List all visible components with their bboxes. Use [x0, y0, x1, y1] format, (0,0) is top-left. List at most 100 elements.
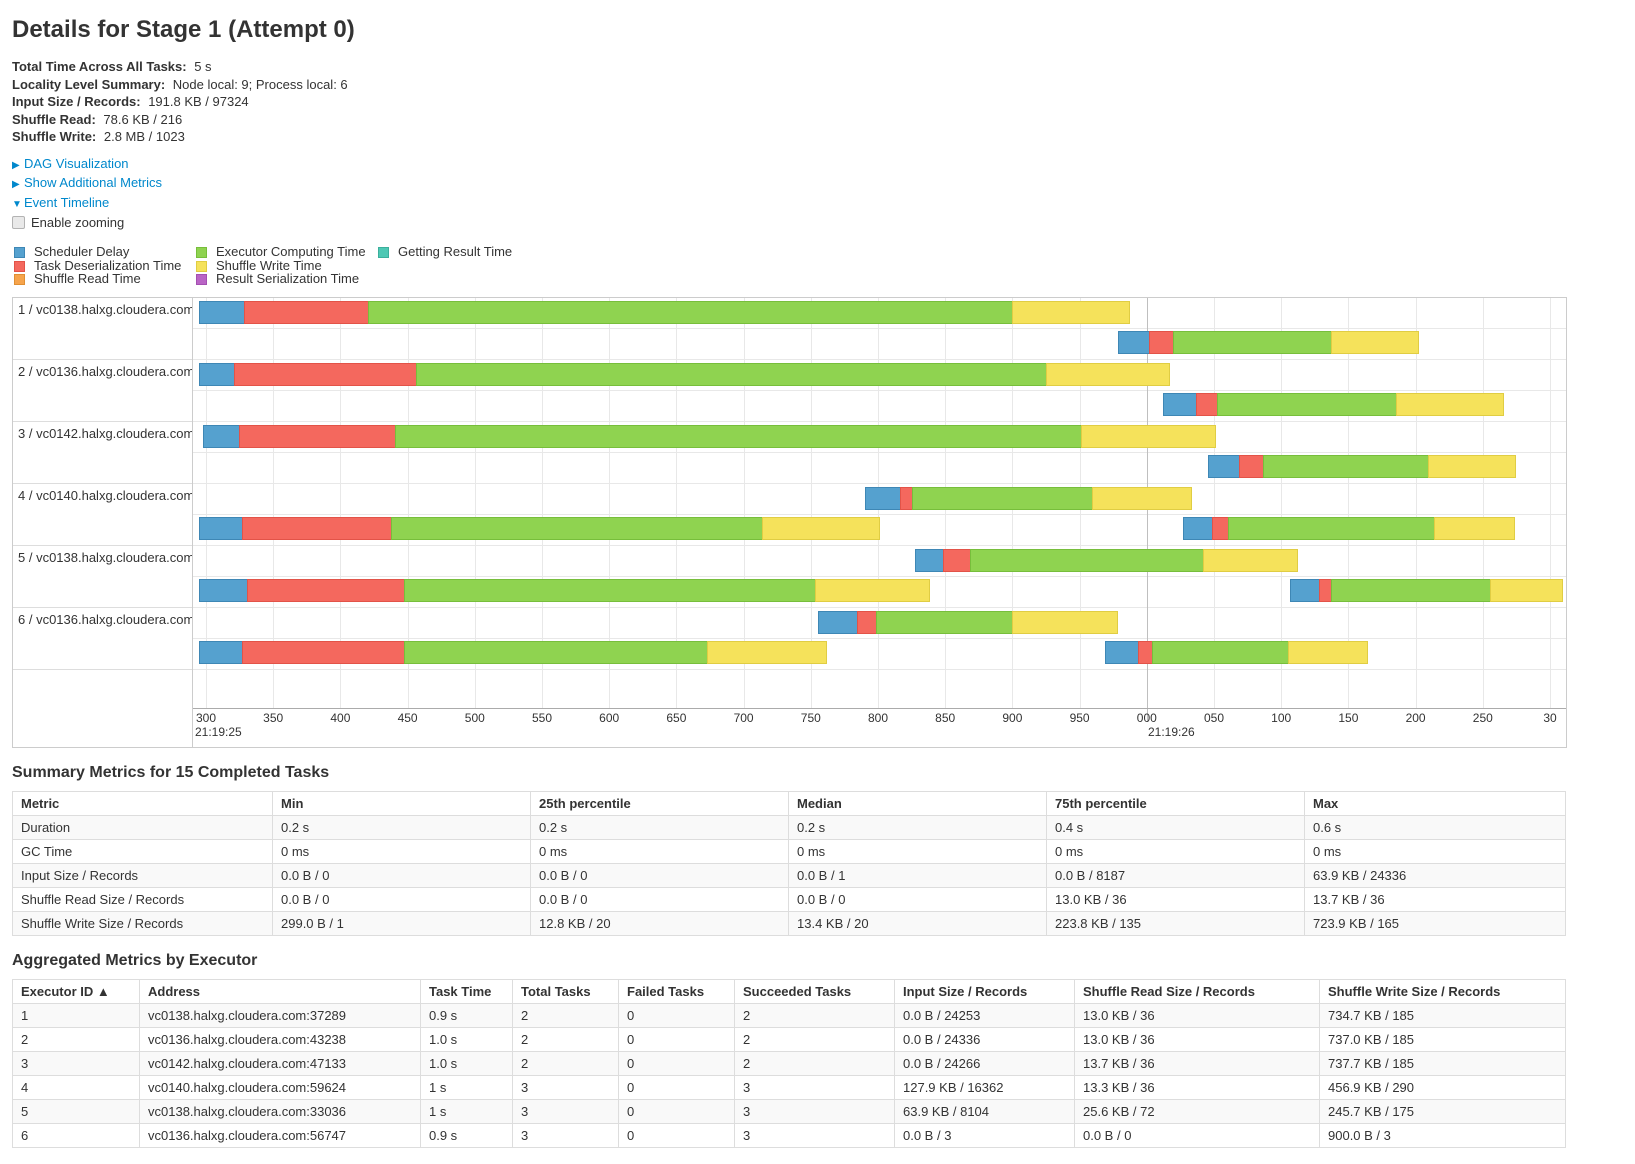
- column-header[interactable]: Address: [139, 979, 421, 1004]
- toggle-label: DAG Visualization: [24, 155, 129, 171]
- task-segment-scheduler_delay: [1118, 331, 1150, 354]
- task-segment-executor_computing: [1228, 517, 1435, 540]
- axis-gridline: [1214, 298, 1215, 708]
- legend-label: Shuffle Write Time: [216, 257, 322, 273]
- column-header[interactable]: Shuffle Read Size / Records: [1074, 979, 1320, 1004]
- table-cell: 0.0 B / 24253: [894, 1003, 1075, 1028]
- enable-zooming-row: Enable zooming: [12, 215, 1565, 231]
- task-segment-task_deserialization: [1196, 393, 1218, 416]
- task-segment-scheduler_delay: [1183, 517, 1213, 540]
- toggle-show-additional-metrics[interactable]: ▶ Show Additional Metrics: [12, 174, 1565, 194]
- table-head: Executor ID ▲ Address Task Time Total Tasks…: [12, 979, 1566, 1004]
- table-header-row: Metric Min 25th percentile Median 75th perce…: [12, 791, 1566, 816]
- task-segment-shuffle_write: [1434, 517, 1515, 540]
- column-header[interactable]: Shuffle Write Size / Records: [1319, 979, 1566, 1004]
- column-header[interactable]: 25th percentile: [530, 791, 789, 816]
- task-segment-task_deserialization: [247, 579, 405, 602]
- axis-gridline: [609, 298, 611, 708]
- table-cell: 223.8 KB / 135: [1046, 911, 1305, 936]
- table-row: Duration 0.2 s 0.2 s 0.2 s 0.4 s 0.6 s: [12, 815, 1566, 840]
- column-header[interactable]: Metric: [12, 791, 273, 816]
- table-cell: 63.9 KB / 24336: [1304, 863, 1566, 888]
- task-segment-scheduler_delay: [915, 549, 944, 572]
- axis-tick-label: 150: [1338, 711, 1359, 725]
- table-cell: 0.0 B / 0: [530, 887, 789, 912]
- summary-field-value: 191.8 KB / 97324: [144, 94, 249, 109]
- table-cell: 3: [734, 1099, 895, 1124]
- table-cell: 0.0 B / 3: [894, 1123, 1075, 1148]
- table-cell: 0: [618, 1051, 735, 1076]
- task-segment-shuffle_write: [1046, 363, 1170, 386]
- column-header[interactable]: Failed Tasks: [618, 979, 735, 1004]
- table-cell: 1 s: [420, 1075, 513, 1100]
- axis-gridline: [474, 298, 476, 708]
- task-segment-scheduler_delay: [1290, 579, 1320, 602]
- task-bar: [1118, 331, 1419, 354]
- legend-label: Scheduler Delay: [34, 244, 130, 259]
- column-header[interactable]: Task Time: [420, 979, 513, 1004]
- axis-tick-label: 750: [800, 711, 821, 725]
- table-cell: 0.9 s: [420, 1003, 513, 1028]
- column-header[interactable]: Max: [1304, 791, 1566, 816]
- task-segment-shuffle_write: [1012, 301, 1130, 324]
- summary-field-label: Shuffle Write:: [12, 129, 97, 144]
- executor-row-label: 5 / vc0138.halxg.cloudera.com: [13, 546, 192, 608]
- executor-row-label: 2 / vc0136.halxg.cloudera.com: [13, 360, 192, 422]
- column-header[interactable]: Median: [788, 791, 1047, 816]
- table-cell: 0: [618, 1027, 735, 1052]
- task-segment-executor_computing: [416, 363, 1047, 386]
- axis-gridline: [1550, 298, 1551, 708]
- executor-row-label: 6 / vc0136.halxg.cloudera.com: [13, 608, 192, 670]
- table-cell: 0 ms: [788, 839, 1047, 864]
- axis-gridline: [810, 298, 812, 708]
- column-header[interactable]: 75th percentile: [1046, 791, 1305, 816]
- task-segment-task_deserialization: [244, 301, 369, 324]
- table-row: 4 vc0140.halxg.cloudera.com:59624 1 s 3 0 3 12…: [12, 1075, 1566, 1100]
- task-segment-executor_computing: [1217, 393, 1397, 416]
- task-bar: [915, 549, 1298, 572]
- column-header[interactable]: Total Tasks: [512, 979, 619, 1004]
- column-header[interactable]: Input Size / Records: [894, 979, 1075, 1004]
- summary-field: Shuffle Read: 78.6 KB / 216: [12, 111, 1565, 129]
- task-segment-shuffle_write: [707, 641, 827, 664]
- axis-gridline: [1348, 298, 1350, 708]
- enable-zooming-checkbox[interactable]: [12, 216, 25, 229]
- summary-field-value: 5 s: [190, 59, 212, 74]
- task-segment-shuffle_write: [762, 517, 880, 540]
- axis-tick-label: 700: [733, 711, 754, 725]
- table-cell: 0.0 B / 8187: [1046, 863, 1305, 888]
- table-cell: vc0136.halxg.cloudera.com:56747: [139, 1123, 421, 1148]
- table-cell: 3: [512, 1099, 619, 1124]
- table-row: 5 vc0138.halxg.cloudera.com:33036 1 s 3 0 3 63…: [12, 1099, 1566, 1124]
- axis-gridline: [206, 298, 207, 708]
- task-bar: [199, 517, 880, 540]
- toggle-event-timeline[interactable]: ▼ Event Timeline: [12, 194, 1565, 214]
- task-bar: [1105, 641, 1368, 664]
- section-toggles: ▶ DAG Visualization ▶ Show Additional Metri…: [12, 155, 1565, 214]
- task-segment-task_deserialization: [239, 425, 396, 448]
- task-segment-executor_computing: [1331, 579, 1491, 602]
- axis-gridline: [273, 298, 275, 708]
- task-segment-task_deserialization: [242, 517, 392, 540]
- summary-metrics-table: Metric Min 25th percentile Median 75th perce…: [12, 791, 1566, 936]
- axis-tick-label: 350: [263, 711, 284, 725]
- column-header[interactable]: Executor ID ▲: [12, 979, 140, 1004]
- table-cell: 13.0 KB / 36: [1046, 887, 1305, 912]
- column-header[interactable]: Min: [272, 791, 531, 816]
- legend-swatch-icon: [14, 247, 25, 258]
- column-header[interactable]: Succeeded Tasks: [734, 979, 895, 1004]
- toggle-dag-visualization[interactable]: ▶ DAG Visualization: [12, 155, 1565, 175]
- task-segment-executor_computing: [404, 579, 816, 602]
- axis-time-label: 21:19:26: [1148, 725, 1195, 739]
- page-title: Details for Stage 1 (Attempt 0): [12, 16, 355, 43]
- task-segment-task_deserialization: [242, 641, 405, 664]
- axis-tick-label: 300: [195, 711, 217, 725]
- axis-tick-label: 900: [1002, 711, 1023, 725]
- table-cell: 0: [618, 1123, 735, 1148]
- legend-item-shuffle_write: Shuffle Write Time: [196, 259, 322, 272]
- table-cell: 0.6 s: [1304, 815, 1566, 840]
- table-cell: 3: [734, 1075, 895, 1100]
- task-bar: [199, 579, 930, 602]
